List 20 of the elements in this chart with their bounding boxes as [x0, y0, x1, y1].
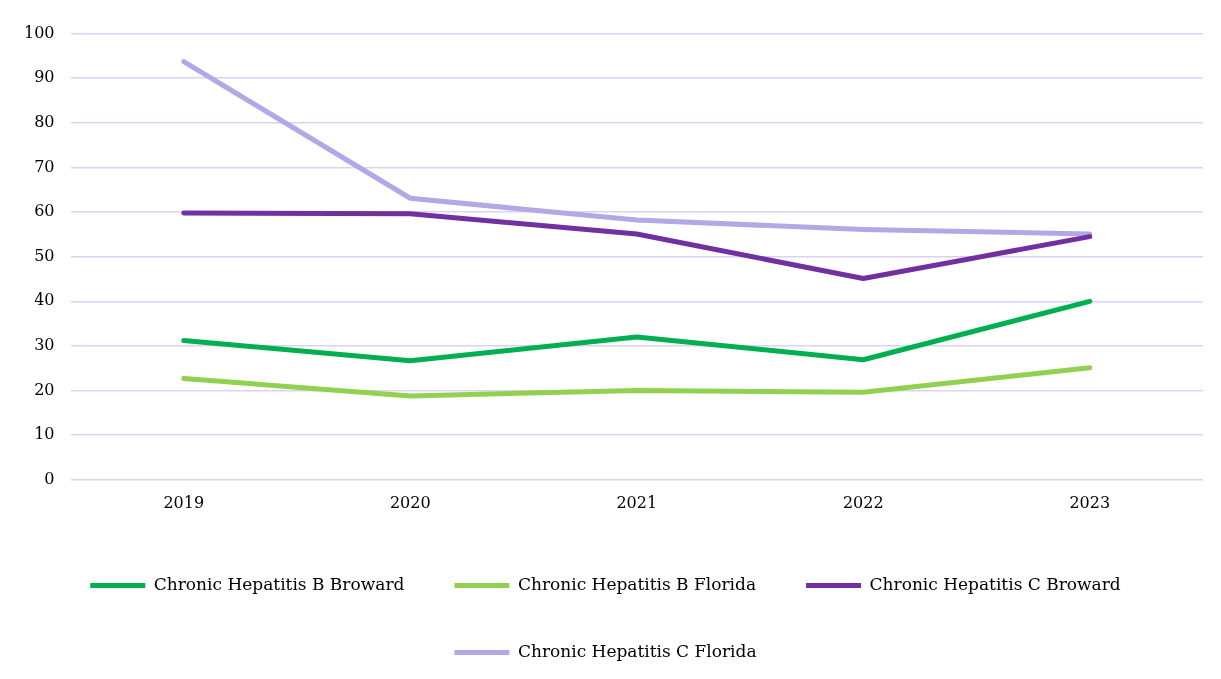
- y-tick-label: 80: [34, 112, 55, 131]
- y-tick-label: 30: [34, 335, 55, 355]
- x-tick-label: 2019: [163, 492, 205, 512]
- x-tick-label: 2021: [616, 492, 658, 512]
- legend-label: Chronic Hepatitis C Florida: [517, 640, 757, 661]
- x-tick-label: 2020: [389, 492, 431, 512]
- x-tick-label: 2022: [842, 492, 884, 512]
- y-tick-label: 60: [34, 201, 55, 221]
- legend-label: Chronic Hepatitis B Broward: [153, 573, 405, 594]
- y-tick-label: 70: [34, 156, 55, 176]
- x-tick-label: 2023: [1069, 492, 1111, 512]
- legend-label: Chronic Hepatitis C Broward: [869, 573, 1121, 594]
- legend-label: Chronic Hepatitis B Florida: [517, 573, 757, 594]
- y-tick-label: 90: [34, 67, 55, 87]
- y-tick-label: 20: [34, 379, 55, 399]
- y-tick-label: 40: [34, 290, 55, 310]
- y-tick-label: 10: [34, 424, 55, 444]
- y-tick-label: 50: [34, 245, 55, 265]
- y-tick-label: 100: [23, 22, 55, 42]
- y-tick-label: 0: [44, 468, 55, 488]
